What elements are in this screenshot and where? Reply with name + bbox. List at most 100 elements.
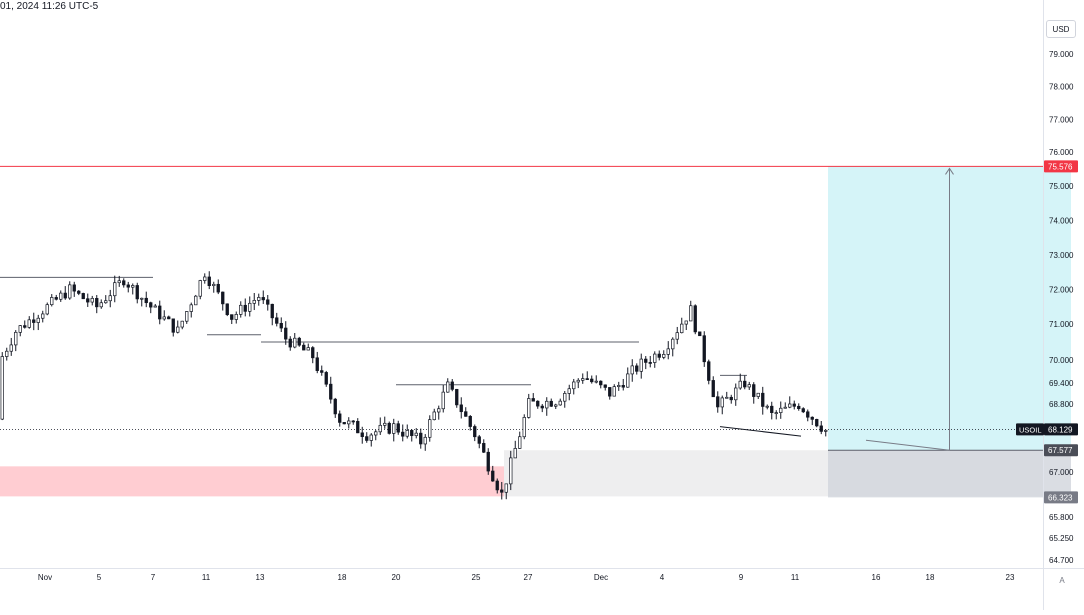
time-axis-tick: 27 <box>524 573 533 582</box>
candle-body <box>342 422 346 425</box>
candle-body <box>801 408 805 413</box>
candle-body <box>635 365 639 372</box>
time-axis-tick: 5 <box>97 573 102 582</box>
candle-body <box>648 362 652 364</box>
candle-body <box>36 317 40 323</box>
demand-zone[interactable] <box>0 466 504 497</box>
price-axis-tick: 76.000 <box>1049 148 1074 157</box>
price-axis-tick: 65.800 <box>1049 513 1074 522</box>
candle-body <box>126 284 130 288</box>
candle-body <box>248 302 252 312</box>
candle-body <box>59 292 63 300</box>
candle-body <box>716 396 720 408</box>
current-price-badge-bg <box>1044 423 1078 436</box>
candle-body <box>455 388 459 406</box>
target-arrow-head <box>945 167 954 175</box>
time-axis-tick: 18 <box>926 573 935 582</box>
candle-body <box>378 424 382 433</box>
candle-body <box>774 412 778 414</box>
price-axis-tick: 70.000 <box>1049 356 1074 365</box>
candle-body <box>630 365 634 375</box>
candle-body <box>392 423 396 434</box>
candle-body <box>590 378 594 383</box>
candle-body <box>432 411 436 421</box>
candle-body <box>333 398 337 415</box>
candle-body <box>135 285 139 300</box>
candle-body <box>185 311 189 322</box>
candle-body <box>824 429 828 432</box>
stop-price-badge: 66.323 <box>1048 493 1073 502</box>
candle-body <box>450 381 454 390</box>
candle-body <box>617 385 621 388</box>
candle-body <box>558 400 562 406</box>
time-axis-tick: 11 <box>791 573 800 582</box>
candle-body <box>405 430 409 437</box>
candle-body <box>410 430 414 436</box>
candle-body <box>23 325 27 328</box>
target-price-badge-bg <box>1044 160 1078 173</box>
candle-body <box>104 300 108 304</box>
candle-body <box>383 422 387 426</box>
candle-body <box>41 313 45 319</box>
candle-body <box>464 411 468 417</box>
trend-line-0[interactable] <box>719 426 802 437</box>
candle-body <box>311 347 315 359</box>
price-axis-tick: 72.000 <box>1049 286 1074 295</box>
stop-price-badge-bg <box>1044 491 1078 504</box>
candle-body <box>275 317 279 324</box>
candle-body <box>329 383 333 400</box>
candle-body <box>81 293 85 300</box>
time-axis-tick: 11 <box>202 573 211 582</box>
candle-body <box>243 304 247 312</box>
candle-body <box>729 396 733 401</box>
candle-body <box>666 348 670 355</box>
candle-body <box>72 284 76 292</box>
candle-body <box>338 413 342 423</box>
time-axis-tick: 13 <box>256 573 265 582</box>
candle-body <box>261 297 265 301</box>
entry-pointer-line <box>865 439 950 451</box>
candle-body <box>513 448 517 459</box>
candle-body <box>639 358 643 372</box>
candle-body <box>90 298 94 303</box>
candle-body <box>324 372 328 385</box>
price-axis-tick: 64.700 <box>1049 556 1074 565</box>
candle-body <box>351 420 355 423</box>
candle-body <box>54 297 58 300</box>
currency-button[interactable]: USD <box>1046 20 1076 38</box>
time-axis-tick: 18 <box>338 573 347 582</box>
stop-loss-zone[interactable] <box>828 450 1071 498</box>
candle-body <box>797 405 801 409</box>
candle-body <box>527 398 531 418</box>
candle-body <box>149 302 153 308</box>
current-price-symbol-bg <box>1016 423 1044 436</box>
candle-body <box>176 326 180 333</box>
candle-body <box>585 378 589 380</box>
candle-body <box>158 305 162 320</box>
candle-body <box>32 319 36 323</box>
candle-body <box>612 386 616 397</box>
auto-scale-button[interactable]: A <box>1059 575 1065 585</box>
candle-body <box>45 304 49 315</box>
candle-body <box>270 303 274 319</box>
candle-body <box>473 426 477 438</box>
candle-body <box>225 303 229 316</box>
candle-body <box>702 335 706 363</box>
candle-body <box>684 320 688 325</box>
candle-body <box>189 304 193 312</box>
time-axis-tick: Dec <box>594 573 608 582</box>
candle-body <box>482 443 486 453</box>
candle-body <box>738 380 742 389</box>
current-price-badge: 68.129 <box>1048 425 1073 434</box>
time-axis-tick: 16 <box>872 573 881 582</box>
entry-price-badge: 67.577 <box>1048 446 1073 455</box>
candle-body <box>302 344 306 351</box>
candle-body <box>266 299 270 305</box>
price-axis-tick: 77.000 <box>1049 115 1074 124</box>
candle-body <box>468 415 472 427</box>
candle-body <box>446 381 450 393</box>
candle-body <box>540 405 544 409</box>
candle-body <box>68 284 72 299</box>
